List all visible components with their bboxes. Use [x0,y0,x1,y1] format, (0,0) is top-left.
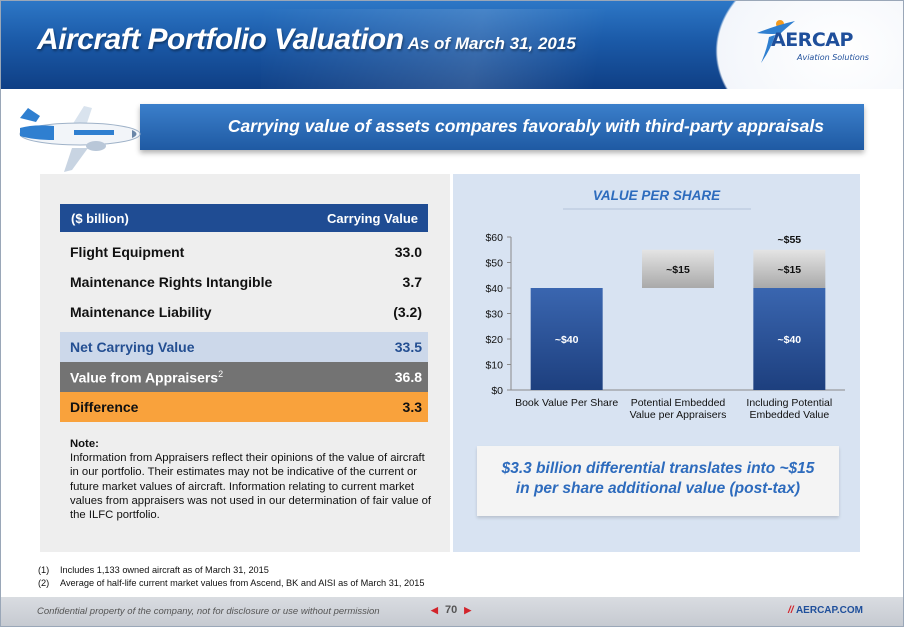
bar-data-label: ~$15 [778,264,802,276]
x-category-label: Including Potential [746,397,832,409]
y-tick-label: $20 [485,334,503,346]
row-value: (3.2) [393,304,422,320]
bar-embedded-value [753,249,826,288]
header-swoosh [683,1,903,89]
y-tick-label: $30 [485,309,503,321]
chart-title-underline [563,208,751,210]
footnote-text: Includes 1,133 owned aircraft as of Marc… [60,565,269,575]
site-text: AERCAP.COM [795,605,863,616]
title-date: As of March 31, 2015 [407,34,576,53]
table-header-carrying-value: Carrying Value [326,211,418,226]
x-category-label: Embedded Value [749,409,829,421]
title-main: Aircraft Portfolio Valuation [37,23,404,56]
footnote-1: (1) Includes 1,133 owned aircraft as of M… [38,565,269,575]
x-category-label: Potential Embedded [631,397,726,409]
header-streak [261,9,741,89]
row-value: 3.3 [402,399,422,415]
row-label: Flight Equipment [70,244,185,260]
footnote-ref: 2 [218,369,224,379]
carrying-value-panel: ($ billion) Carrying Value Flight Equipm… [40,174,450,552]
bar-data-label: ~$40 [778,334,802,346]
value-per-share-panel: VALUE PER SHARE $0 $10 $20 $30 $40 $50 $60 ~$40… [453,174,860,552]
y-tick-label: $10 [485,360,503,372]
y-tick-label: $50 [485,258,503,270]
row-label: Maintenance Liability [70,304,212,320]
bar-total-label: ~$55 [778,234,802,246]
table-row: Flight Equipment 33.0 [60,237,428,267]
site-prefix: // [787,605,794,616]
bar-embedded-value [642,249,714,288]
note-title: Note: [70,438,99,450]
airplane-icon [19,106,141,172]
callout-line-2: in per share additional value (post-tax) [515,480,801,497]
row-value: 36.8 [394,369,422,385]
logo-tagline: Aviation Solutions [797,53,869,62]
row-label: Maintenance Rights Intangible [70,274,273,290]
note-block: Note: Information from Appraisers reflec… [70,437,432,522]
row-value: 33.0 [394,244,422,260]
bar-book-value [530,288,603,390]
callout-text: $3.3 billion differential translates int… [477,459,839,499]
footer-bar: Confidential property of the company, no… [1,597,903,626]
footnote-2: (2) Average of half-life current market v… [38,578,424,588]
row-value: 33.5 [394,339,422,355]
bar-data-label: ~$40 [555,334,579,346]
y-tick-label: $0 [491,385,503,397]
footnote-number: (2) [38,578,50,588]
y-tick-label: $40 [485,283,503,295]
note-text: Information from Appraisers reflect thei… [70,452,432,522]
chart-title: VALUE PER SHARE [592,188,721,203]
page-number: 70 [444,604,458,616]
footnote-text: Average of half-life current market valu… [60,578,425,588]
table-header: ($ billion) Carrying Value [60,204,428,232]
confidential-notice: Confidential property of the company, no… [37,606,380,617]
x-category-label: Book Value Per Share [515,397,618,409]
row-value: 3.7 [402,274,422,290]
banner-text: Carrying value of assets compares favora… [227,116,824,136]
bar-data-label: ~$15 [666,264,690,276]
row-label-text: Value from Appraisers [70,369,219,386]
bar-book-value [753,288,826,390]
x-category-label: Value per Appraisers [630,409,727,421]
prev-page-icon[interactable]: ◀ [431,605,438,615]
logo-wordmark: AERCAP [771,29,853,51]
difference-row: Difference 3.3 [60,392,428,422]
row-label: Difference [70,399,139,415]
y-tick-label: $60 [485,232,503,244]
header-bar: Aircraft Portfolio Valuation As of March … [1,1,903,89]
website-link[interactable]: // AERCAP.COM [788,605,863,616]
appraisers-value-row: Value from Appraisers2 36.8 [60,362,428,392]
logo-figure-icon [757,20,795,63]
next-page-icon[interactable]: ▶ [464,605,472,615]
table-row: Maintenance Liability (3.2) [60,297,428,327]
value-per-share-chart: $0 $10 $20 $30 $40 $50 $60 ~$40 Book Value Per S… [485,232,845,421]
table-row: Maintenance Rights Intangible 3.7 [60,267,428,297]
page-navigator: ◀ 70 ▶ [431,604,471,616]
footnote-number: (1) [38,565,50,575]
callout-box: $3.3 billion differential translates int… [477,446,839,516]
page-title: Aircraft Portfolio Valuation As of March … [37,23,576,57]
net-carrying-value-row: Net Carrying Value 33.5 [60,332,428,362]
subtitle-banner: Carrying value of assets compares favora… [140,104,864,150]
table-header-unit: ($ billion) [71,211,129,226]
aercap-logo: AERCAP Aviation Solutions [737,13,869,73]
row-label: Net Carrying Value [70,339,195,355]
row-label: Value from Appraisers2 [70,369,223,386]
callout-line-1: $3.3 billion differential translates int… [501,460,815,477]
